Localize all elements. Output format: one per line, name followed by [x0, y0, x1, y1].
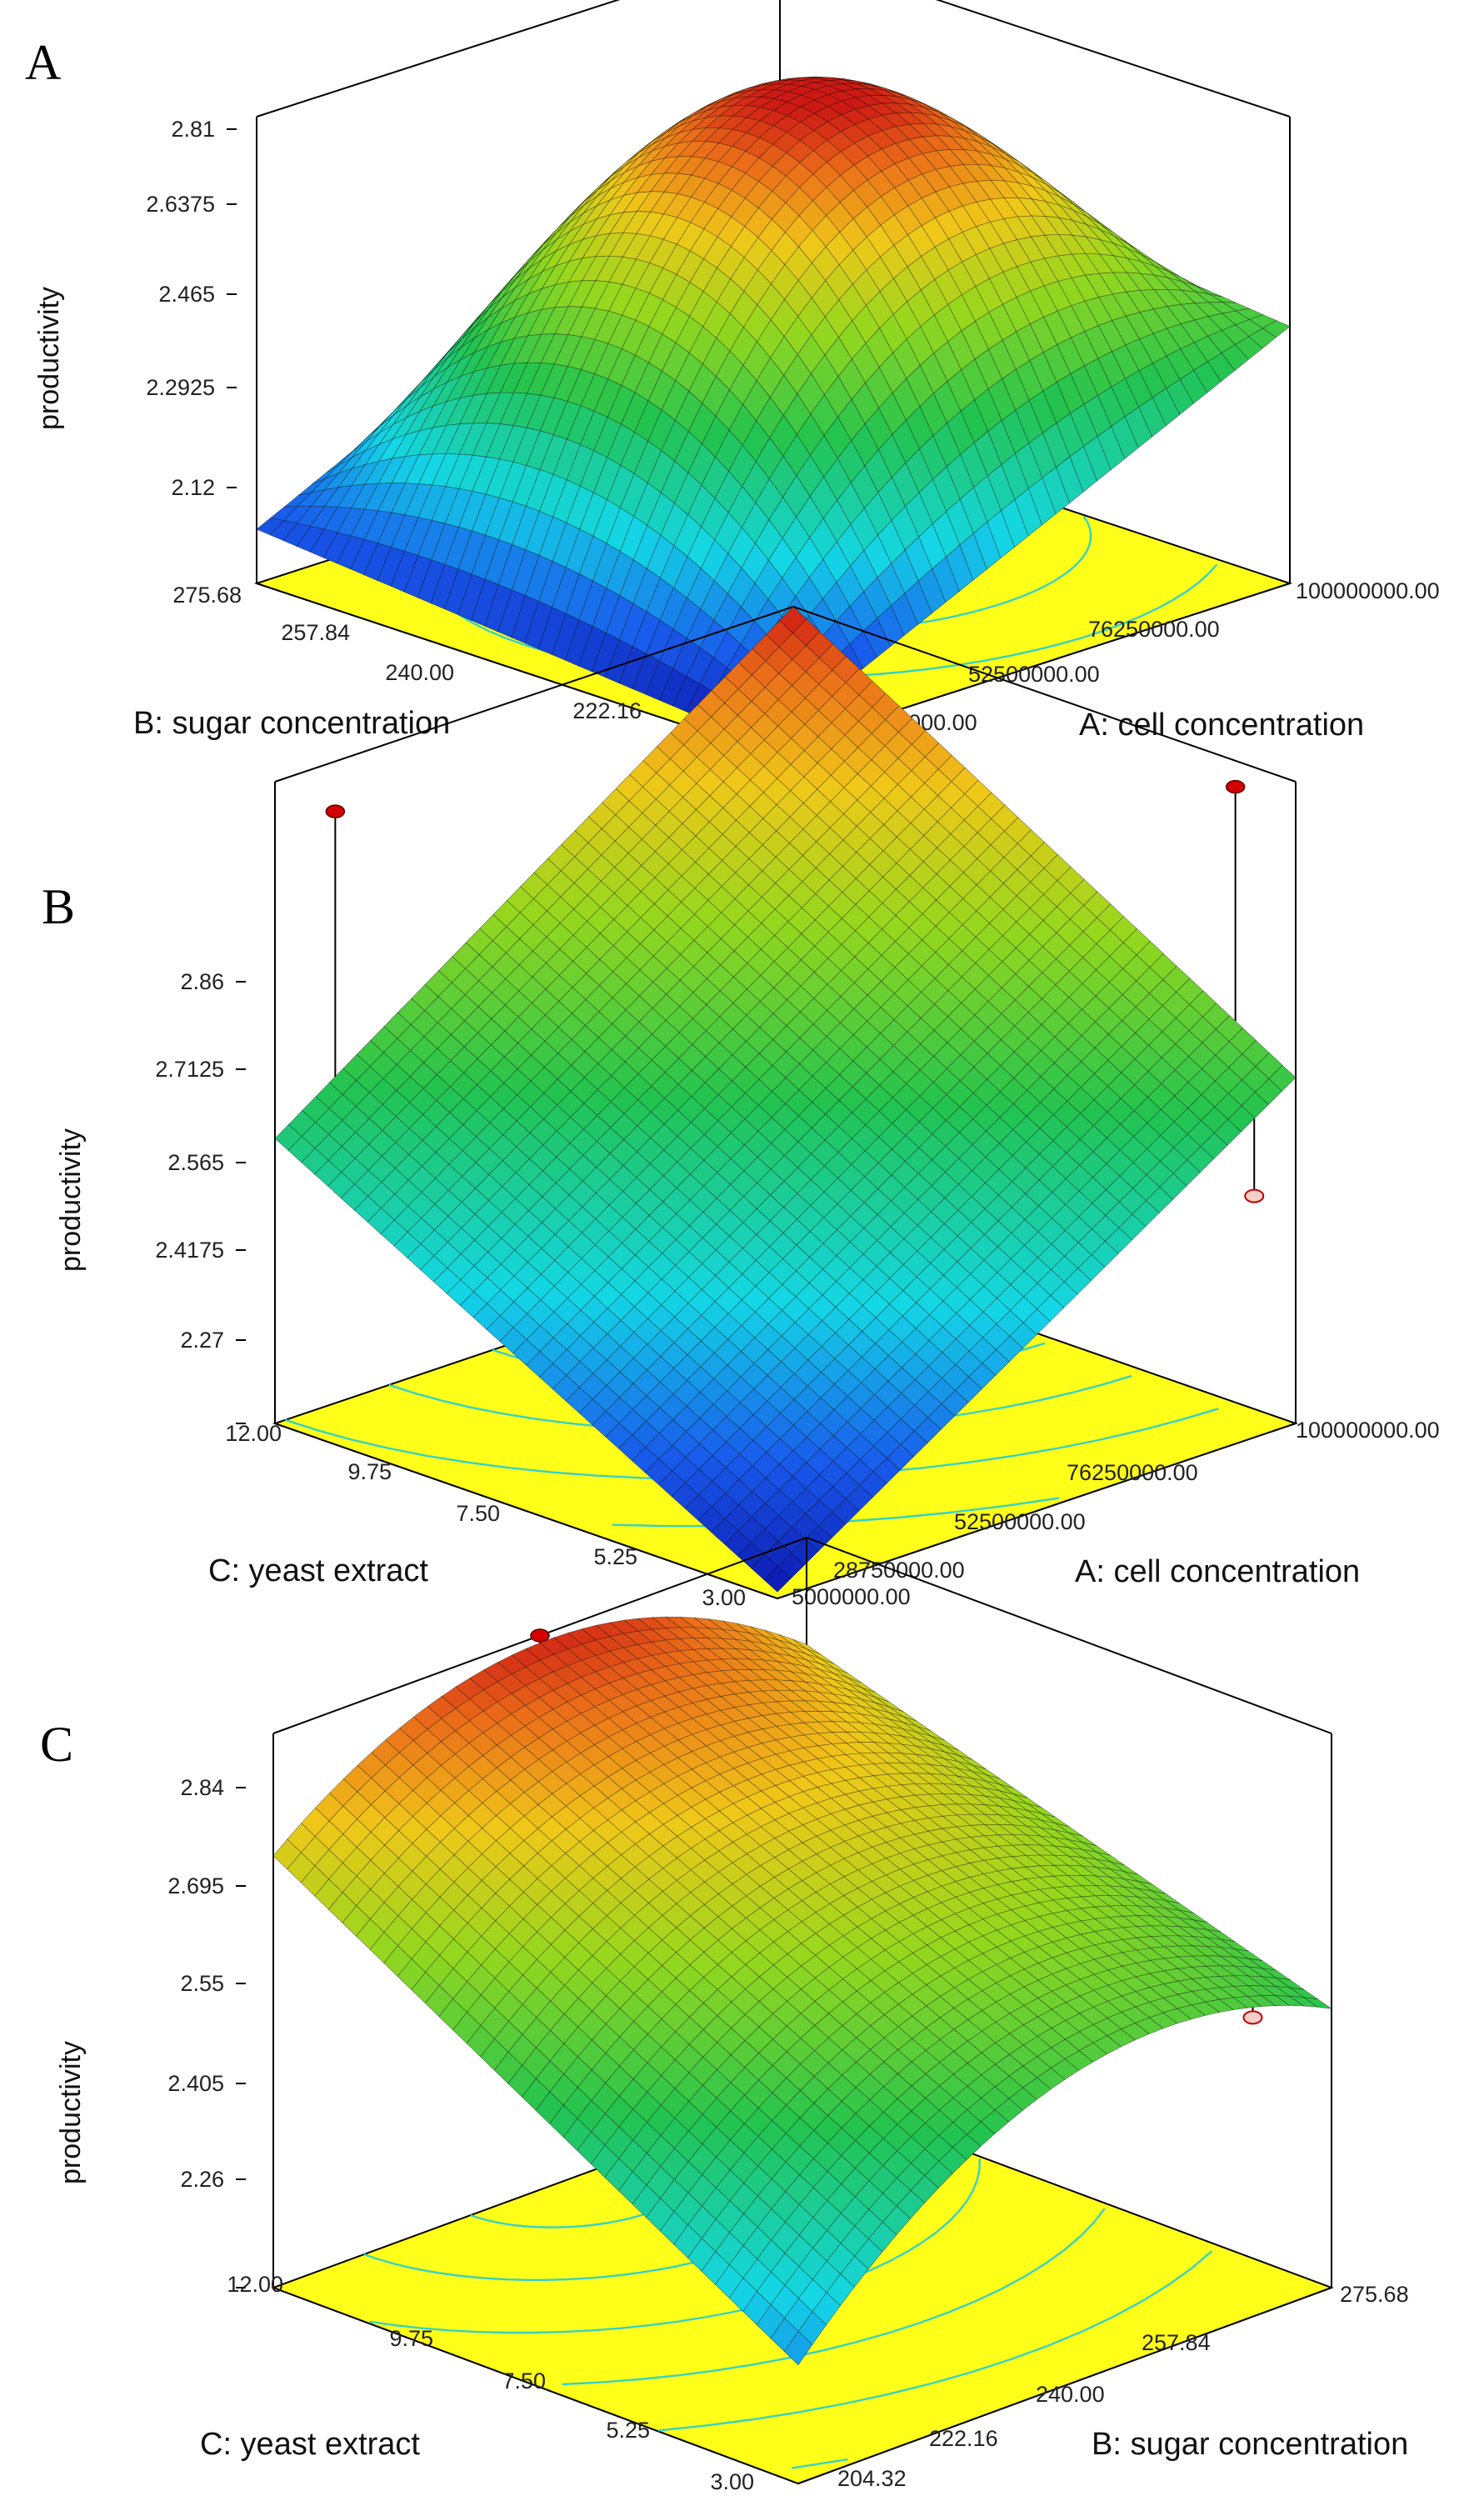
z-tick-label: 2.4175 — [155, 1238, 224, 1263]
y-tick-label: 9.75 — [389, 2326, 433, 2351]
z-axis-title: productivity — [55, 2041, 87, 2184]
box-edge — [792, 606, 1297, 783]
design-point-above — [1225, 779, 1246, 794]
box-edge — [935, 0, 1291, 118]
y-axis-title: B: sugar concentration — [133, 706, 450, 741]
y-tick-label: 3.00 — [702, 1585, 746, 1610]
x-tick-label: 100000000.00 — [1296, 578, 1440, 603]
z-tick-label: 2.12 — [171, 475, 215, 500]
surface-plot-C: C 2.84 2.695 2.55 2.405 2.26 productivity 204.3… — [40, 1537, 1409, 2494]
z-axis-title: productivity — [33, 287, 65, 430]
z-tick-label: 2.86 — [180, 969, 224, 994]
x-tick-label: 257.84 — [1142, 2330, 1211, 2355]
x-tick-label: 275.68 — [1340, 2282, 1409, 2307]
y-axis-title: C: yeast extract — [200, 2427, 420, 2462]
box-edge — [274, 606, 794, 783]
box-edge — [256, 0, 621, 118]
z-tick-label: 2.405 — [167, 2071, 224, 2096]
z-tick-label: 2.6375 — [146, 192, 215, 217]
y-tick-label: 3.00 — [710, 2469, 754, 2494]
design-point-below — [1244, 1188, 1265, 1203]
y-axis-title: C: yeast extract — [208, 1553, 428, 1588]
z-tick-label: 2.26 — [180, 2167, 224, 2192]
x-tick-label: 52500000.00 — [968, 662, 1100, 687]
y-tick-label: 9.75 — [347, 1459, 392, 1484]
response-surface — [256, 76, 1291, 747]
x-tick-label: 76250000.00 — [1067, 1460, 1198, 1485]
design-point-above — [325, 804, 346, 818]
y-tick-label: 275.68 — [172, 583, 242, 608]
y-tick-label: 257.84 — [281, 620, 350, 645]
panel-label: A — [25, 35, 61, 90]
z-tick-label: 2.7125 — [155, 1057, 224, 1082]
z-tick-label: 2.565 — [167, 1150, 224, 1175]
z-axis-title: productivity — [55, 1128, 87, 1272]
z-axis: 2.81 2.6375 2.465 2.2925 2.12 productivity — [33, 117, 237, 500]
z-axis: 2.84 2.695 2.55 2.405 2.26 productivity — [55, 1775, 246, 2288]
x-tick-label: 52500000.00 — [954, 1509, 1086, 1534]
y-tick-label: 7.50 — [502, 2368, 546, 2393]
x-tick-label: 28750000.00 — [833, 1558, 965, 1583]
z-tick-label: 2.84 — [180, 1775, 224, 1800]
y-tick-label: 12.00 — [225, 1421, 282, 1446]
x-tick-label: 222.16 — [929, 2426, 998, 2451]
x-tick-label: 240.00 — [1036, 2382, 1105, 2407]
z-tick-label: 2.55 — [180, 1971, 224, 1996]
y-tick-label: 5.25 — [606, 2418, 650, 2443]
z-tick-label: 2.2925 — [146, 375, 215, 400]
x-axis-title: B: sugar concentration — [1092, 2427, 1408, 2462]
design-point-above — [530, 1628, 550, 1643]
y-tick-label: 222.16 — [572, 698, 642, 723]
x-axis-title: A: cell concentration — [1079, 708, 1364, 743]
surface-plot-A: A2.812.63752.4652.29252.12productivity50… — [25, 0, 1440, 770]
z-tick-label: 2.695 — [167, 1873, 224, 1898]
response-surface — [274, 606, 1297, 1593]
x-tick-label: 5000000.00 — [792, 1584, 911, 1609]
y-tick-label: 7.50 — [456, 1501, 500, 1526]
design-point-below — [1242, 2010, 1263, 2025]
z-axis: 2.86 2.7125 2.565 2.4175 2.27 productivity — [55, 969, 246, 1424]
x-axis-title: A: cell concentration — [1075, 1554, 1360, 1589]
x-tick-label: 76250000.00 — [1088, 617, 1220, 642]
z-tick-label: 2.465 — [158, 282, 215, 307]
x-tick-label: 100000000.00 — [1296, 1418, 1440, 1443]
panel-label: C — [40, 1717, 73, 1772]
surface-plot-B: B 2.86 2.7125 2.565 2.4175 2.27 productivity 50… — [42, 606, 1440, 1610]
y-tick-label: 240.00 — [385, 660, 454, 685]
y-tick-label: 5.25 — [593, 1544, 637, 1569]
x-tick-label: 204.32 — [837, 2466, 907, 2491]
z-tick-label: 2.81 — [171, 117, 215, 142]
panel-label: B — [42, 879, 75, 934]
y-tick-label: 12.00 — [227, 2272, 283, 2297]
z-tick-label: 2.27 — [180, 1328, 224, 1353]
